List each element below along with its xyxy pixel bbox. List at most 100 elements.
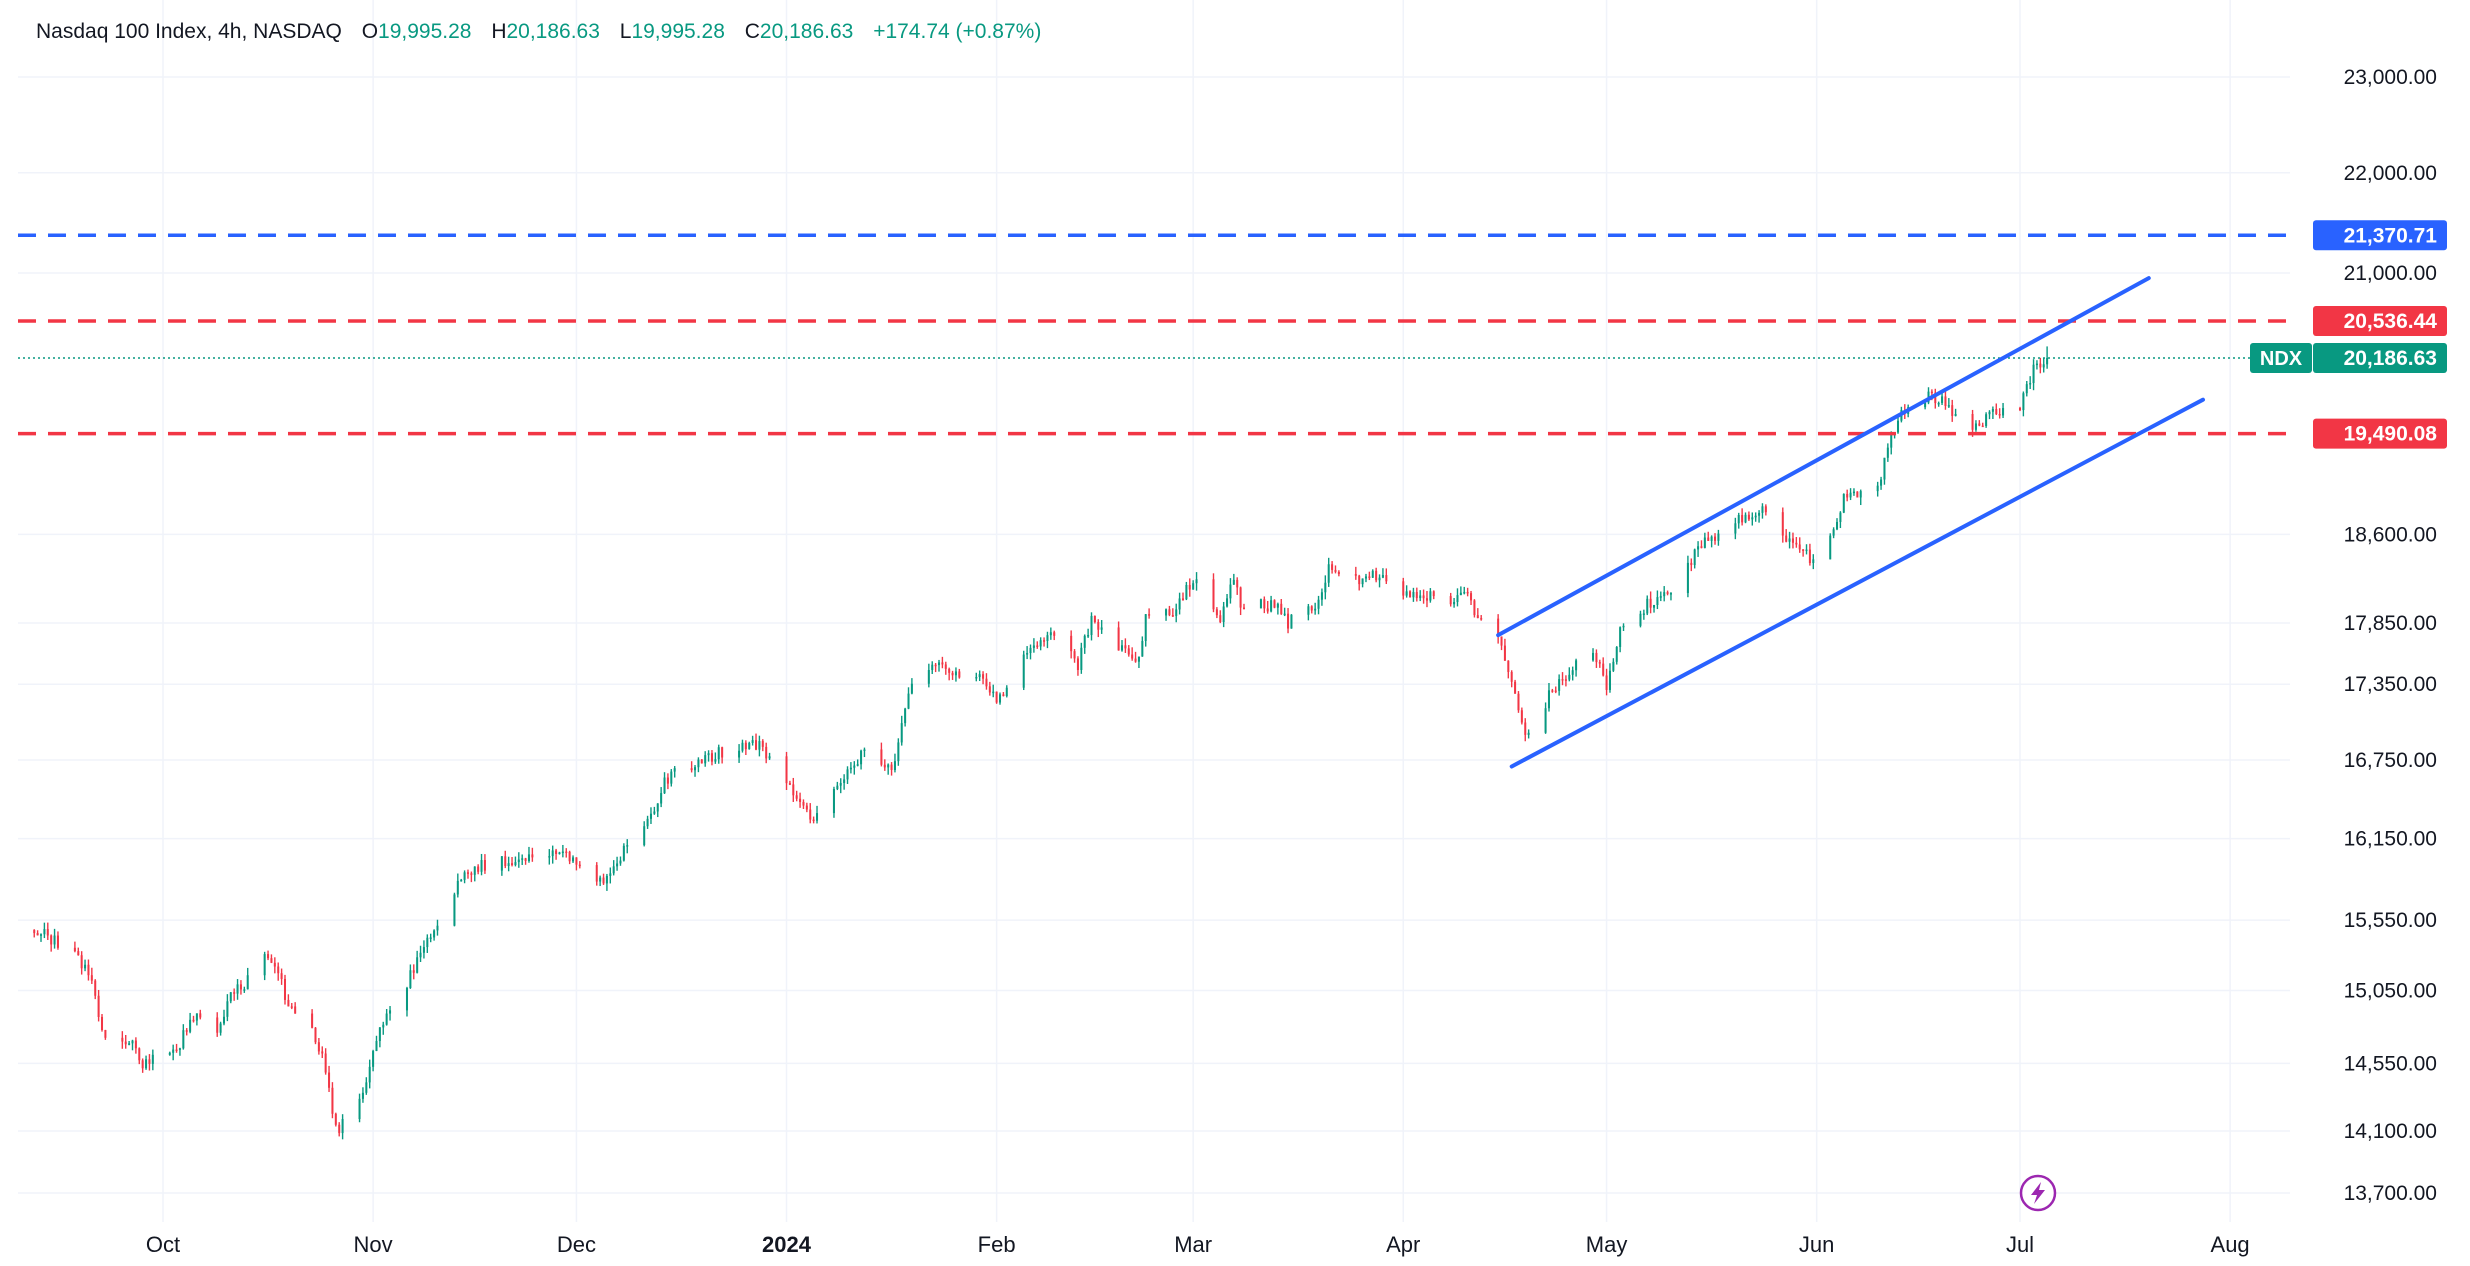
candle <box>1076 656 1079 676</box>
candle <box>595 862 598 886</box>
x-axis[interactable]: Oct Nov Dec 2024 Feb Mar Apr May Jun Jul Aug <box>146 1232 2250 1257</box>
candle <box>883 759 886 771</box>
candle <box>1520 707 1523 725</box>
candle <box>500 856 503 876</box>
channel-lower-line[interactable] <box>1509 397 2205 769</box>
candle <box>1981 422 1984 428</box>
candle <box>799 792 802 808</box>
candle <box>548 849 551 865</box>
candle <box>1693 548 1696 569</box>
candle <box>1429 588 1432 603</box>
candle <box>94 979 97 1000</box>
candle <box>697 757 700 773</box>
candle <box>1659 591 1662 602</box>
candle <box>1741 508 1744 526</box>
x-tick-label: Nov <box>354 1232 393 1257</box>
close-label: C <box>744 20 760 43</box>
chart-legend-header: Nasdaq 100 Index, 4h, NASDAQ O19,995.28 … <box>36 20 1041 44</box>
candle <box>1425 590 1428 608</box>
candle <box>1043 637 1046 647</box>
candle <box>880 742 883 767</box>
candle <box>609 867 612 884</box>
candle <box>1185 581 1188 601</box>
candle <box>1785 529 1788 543</box>
candle <box>1375 567 1378 583</box>
candle <box>663 772 666 794</box>
candle <box>907 687 910 710</box>
candle <box>992 684 995 698</box>
candle <box>50 934 53 952</box>
candle <box>1334 565 1337 574</box>
candle <box>649 807 652 824</box>
candle <box>90 967 93 984</box>
candle <box>1053 630 1056 641</box>
candle <box>1358 574 1361 591</box>
candle <box>1310 605 1313 614</box>
x-tick-label: 2024 <box>762 1232 812 1257</box>
candle <box>97 989 100 1022</box>
candle <box>1002 692 1005 697</box>
candle <box>1175 603 1178 623</box>
candle <box>226 994 229 1022</box>
candles[interactable] <box>33 346 2049 1140</box>
symbol-tag-label: NDX <box>2260 348 2303 370</box>
levels[interactable]: 21,370.71 20,536.44 19,490.08 <box>18 220 2447 449</box>
candle <box>941 656 944 669</box>
candle <box>904 707 907 727</box>
candle <box>1808 543 1811 566</box>
candle <box>1754 512 1757 522</box>
candle <box>1080 642 1083 674</box>
candle <box>460 878 463 882</box>
candle <box>1941 392 1944 406</box>
candle <box>77 947 80 956</box>
candle <box>605 873 608 891</box>
candle <box>1449 592 1452 607</box>
candle <box>890 762 893 776</box>
candle <box>1510 670 1513 688</box>
candle <box>1171 608 1174 618</box>
candle <box>100 1014 104 1032</box>
candle <box>995 691 998 704</box>
candle <box>1947 398 1950 408</box>
candle <box>738 744 741 763</box>
candle <box>148 1054 151 1071</box>
candle <box>741 739 744 753</box>
candle <box>480 853 483 876</box>
candle <box>185 1028 188 1036</box>
candle <box>616 856 619 871</box>
candle <box>2022 391 2025 417</box>
candle <box>1544 702 1547 734</box>
candle <box>1575 658 1578 677</box>
candle <box>1409 590 1412 598</box>
channel[interactable] <box>1496 276 2205 769</box>
candle <box>1527 729 1530 739</box>
channel-upper-line[interactable] <box>1496 276 2151 638</box>
candle <box>1290 614 1293 629</box>
lightning-icon[interactable] <box>2019 1174 2057 1212</box>
candle <box>1663 586 1666 602</box>
candle <box>517 852 520 868</box>
y-axis[interactable]: 13,700.00 14,100.00 14,550.00 15,050.00 15,5… <box>2344 66 2437 1205</box>
candle <box>836 781 839 791</box>
candle <box>219 1021 222 1036</box>
candle <box>643 821 646 847</box>
candle <box>1751 512 1754 526</box>
candle <box>280 968 283 985</box>
candle <box>290 1002 293 1010</box>
candle <box>768 752 771 760</box>
candle <box>216 1012 219 1037</box>
candle <box>361 1087 364 1103</box>
candle <box>1165 608 1168 621</box>
candle <box>612 860 615 876</box>
candle <box>1405 585 1408 598</box>
candle <box>758 735 761 757</box>
candle <box>1473 599 1476 618</box>
candle <box>527 846 530 863</box>
candle <box>1236 577 1239 595</box>
candle <box>1995 403 1998 416</box>
candle <box>646 815 649 829</box>
candle <box>39 933 43 942</box>
candle <box>1700 540 1703 549</box>
candle <box>975 672 978 682</box>
